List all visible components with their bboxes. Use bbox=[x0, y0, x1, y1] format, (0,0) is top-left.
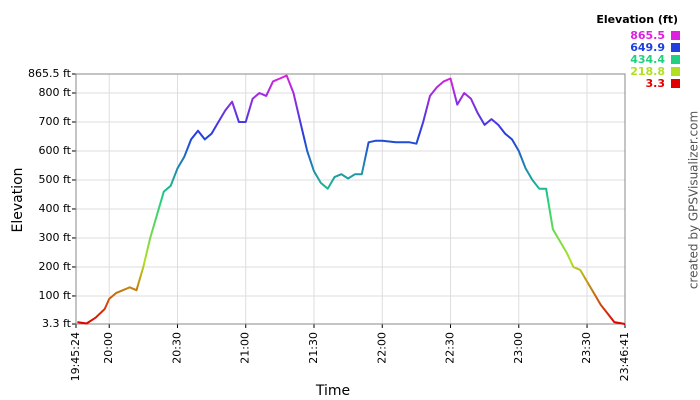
legend-label: 218.8 bbox=[630, 65, 665, 78]
credit: created by GPSVisualizer.com bbox=[687, 111, 700, 289]
y-tick-label: 100 ft bbox=[39, 289, 72, 302]
y-tick-label: 700 ft bbox=[39, 115, 72, 128]
elevation-line bbox=[77, 74, 626, 325]
y-tick-label: 800 ft bbox=[39, 86, 72, 99]
y-tick-label: 200 ft bbox=[39, 260, 72, 273]
y-tick-label: 865.5 ft bbox=[28, 67, 72, 80]
x-tick-label: 22:00 bbox=[375, 332, 388, 364]
x-axis-label: Time bbox=[315, 383, 350, 399]
legend-swatch bbox=[671, 55, 680, 64]
x-tick-label: 20:30 bbox=[170, 332, 183, 364]
legend-label: 865.5 bbox=[630, 29, 665, 42]
x-tick-label: 23:46:41 bbox=[618, 332, 631, 381]
x-tick-label: 21:00 bbox=[239, 332, 252, 364]
y-tick-label: 500 ft bbox=[39, 173, 72, 186]
legend-swatch bbox=[671, 67, 680, 76]
legend-swatch bbox=[671, 79, 680, 88]
x-tick-label: 21:30 bbox=[307, 332, 320, 364]
legend-label: 649.9 bbox=[630, 41, 665, 54]
legend-label: 434.4 bbox=[630, 53, 665, 66]
y-tick-label: 3.3 ft bbox=[42, 317, 72, 330]
legend-label: 3.3 bbox=[646, 77, 666, 90]
legend-swatch bbox=[671, 43, 680, 52]
y-tick-label: 300 ft bbox=[39, 231, 72, 244]
x-tick-label: 23:30 bbox=[580, 332, 593, 364]
x-tick-label: 19:45:24 bbox=[69, 332, 82, 381]
y-tick-label: 600 ft bbox=[39, 144, 72, 157]
legend-swatch bbox=[671, 31, 680, 40]
y-axis-label: Elevation bbox=[10, 167, 26, 232]
y-tick-label: 400 ft bbox=[39, 202, 72, 215]
plot-frame bbox=[75, 73, 626, 325]
legend-title: Elevation (ft) bbox=[596, 13, 678, 26]
x-tick-label: 20:00 bbox=[102, 332, 115, 364]
x-tick-label: 23:00 bbox=[512, 332, 525, 364]
x-tick-label: 22:30 bbox=[444, 332, 457, 364]
